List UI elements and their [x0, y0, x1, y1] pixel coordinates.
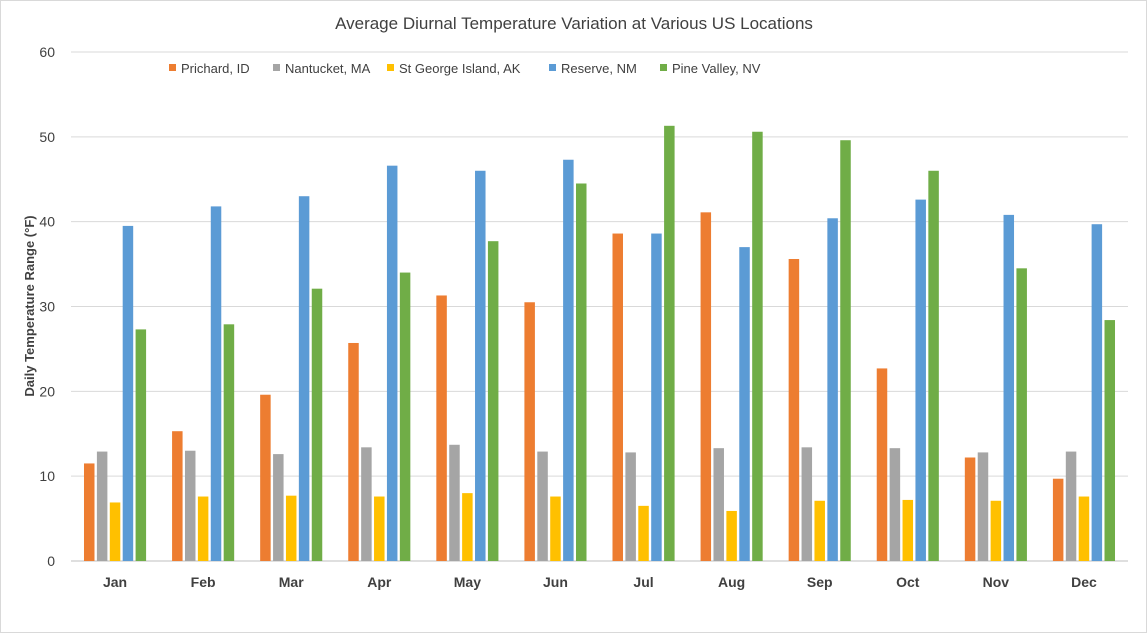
y-tick-label: 50: [39, 129, 55, 145]
bar: [625, 452, 636, 561]
legend-swatch: [273, 64, 280, 71]
bar: [311, 288, 323, 561]
bar: [462, 493, 473, 561]
bar: [726, 510, 737, 561]
bar: [651, 233, 662, 561]
bar: [487, 241, 499, 561]
bar: [184, 450, 196, 561]
bar: [739, 247, 750, 561]
x-tick-label: Apr: [367, 574, 392, 590]
bar: [475, 170, 486, 561]
legend-label: Nantucket, MA: [285, 61, 371, 76]
bar: [96, 451, 108, 561]
bar: [563, 159, 574, 561]
bar: [876, 368, 888, 561]
bar: [928, 170, 939, 561]
bar: [374, 496, 385, 561]
x-tick-label: Mar: [279, 574, 304, 590]
legend-swatch: [169, 64, 176, 71]
bar: [298, 196, 310, 561]
bar: [638, 505, 649, 561]
bar: [537, 451, 548, 561]
bar: [550, 496, 561, 561]
bar: [1091, 224, 1103, 561]
y-axis-label: Daily Temperature Range (°F): [22, 215, 37, 396]
x-tick-label: Aug: [718, 574, 745, 590]
x-tick-labels: Jan Feb Mar Apr May Jun Jul Aug Sep Oct Nov Dec: [103, 574, 1097, 590]
bar: [197, 496, 209, 561]
y-tick-label: 30: [39, 299, 55, 315]
x-tick-label: Dec: [1071, 574, 1097, 590]
legend-label: St George Island, AK: [399, 61, 521, 76]
bar: [977, 452, 989, 561]
x-tick-label: Jul: [633, 574, 653, 590]
bar: [386, 165, 398, 561]
bar: [990, 500, 1002, 561]
bars: [83, 125, 1116, 562]
bar: [889, 448, 901, 561]
bar: [223, 324, 235, 561]
bar: [210, 206, 222, 561]
bar: [801, 447, 813, 561]
bar: [576, 183, 587, 561]
bar: [436, 295, 447, 561]
y-tick-label: 40: [39, 214, 55, 230]
x-tick-label: Feb: [191, 574, 216, 590]
bar: [1003, 214, 1015, 561]
legend: Prichard, ID Nantucket, MA St George Islan…: [169, 61, 761, 76]
gridlines: [71, 51, 1128, 562]
bar: [122, 225, 134, 562]
bar: [1016, 268, 1027, 561]
x-tick-label: Jan: [103, 574, 127, 590]
bar: [752, 131, 763, 561]
bar: [1078, 496, 1090, 561]
bar: [260, 394, 271, 561]
y-tick-label: 0: [47, 553, 55, 569]
bar: [83, 463, 95, 561]
legend-swatch: [660, 64, 667, 71]
bar: [713, 448, 724, 561]
bar: [664, 125, 675, 562]
legend-label: Reserve, NM: [561, 61, 637, 76]
legend-swatch: [549, 64, 556, 71]
bar: [700, 212, 712, 561]
y-tick-labels: 0 10 20 30 40 50 60: [39, 44, 55, 569]
y-tick-label: 20: [39, 383, 55, 399]
bar: [109, 502, 121, 561]
x-tick-label: May: [454, 574, 481, 590]
bar: [285, 495, 297, 561]
bar: [449, 444, 460, 561]
bar: [1052, 478, 1064, 561]
legend-swatch: [387, 64, 394, 71]
x-tick-label: Sep: [807, 574, 833, 590]
y-tick-label: 60: [39, 44, 55, 60]
bar: [135, 329, 147, 561]
y-tick-label: 10: [39, 468, 55, 484]
bar: [524, 302, 535, 561]
bar: [172, 431, 183, 561]
bar: [348, 342, 359, 561]
x-tick-label: Jun: [543, 574, 568, 590]
bar: [612, 233, 623, 561]
bar: [915, 199, 926, 562]
legend-label: Prichard, ID: [181, 61, 250, 76]
bar: [1104, 320, 1116, 561]
x-tick-label: Nov: [983, 574, 1010, 590]
legend-label: Pine Valley, NV: [672, 61, 761, 76]
chart-title: Average Diurnal Temperature Variation at…: [335, 14, 813, 33]
bar: [1065, 451, 1077, 561]
x-tick-label: Oct: [896, 574, 920, 590]
bar: [361, 447, 372, 561]
bar: [814, 500, 825, 561]
bar: [788, 258, 800, 561]
bar: [902, 499, 914, 561]
bar: [827, 218, 838, 562]
bar: [399, 272, 411, 561]
bar: [840, 140, 851, 561]
bar: [273, 454, 284, 561]
bar: [964, 457, 976, 561]
